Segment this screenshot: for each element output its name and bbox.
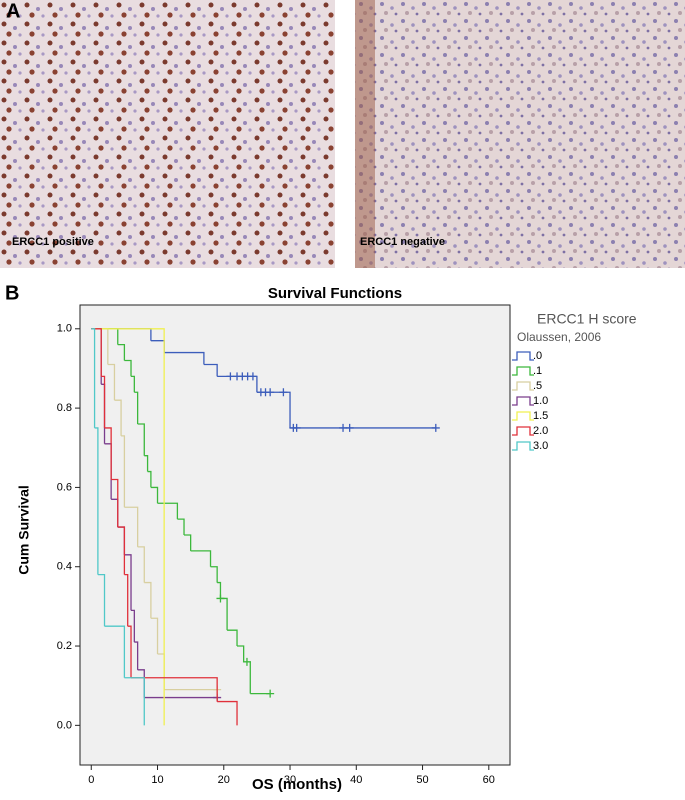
survival-step [134, 641, 139, 670]
censor-mark [242, 657, 251, 666]
survival-step [117, 344, 126, 361]
legend-swatch [512, 351, 534, 361]
y-tick-label: 1.0 [57, 323, 72, 335]
y-tick-label: 0.0 [57, 719, 72, 731]
censor-mark [266, 388, 275, 397]
y-tick-label: 0.8 [57, 402, 72, 414]
legend-swatch [512, 426, 534, 436]
panel-label: A [6, 0, 20, 22]
survival-step [150, 617, 159, 654]
survival-step [131, 375, 135, 393]
legend-swatch [512, 381, 534, 391]
survival-step [107, 363, 116, 401]
survival-step [164, 351, 205, 365]
epithelium-band [355, 0, 375, 268]
survival-step [124, 506, 139, 547]
survival-step [131, 677, 218, 702]
survival-step [190, 550, 212, 567]
legend-title: ERCC1 H score [537, 311, 637, 327]
y-axis-label: Cum Survival [16, 485, 32, 574]
survival-step [111, 478, 119, 528]
censor-mark [431, 423, 440, 432]
legend-label: .5 [533, 380, 542, 392]
survival-step [97, 574, 106, 627]
survival-step [91, 328, 96, 428]
censor-mark [279, 388, 288, 397]
survival-step [124, 574, 129, 627]
image-caption: ERCC1 negative [360, 236, 445, 248]
x-tick-label: 30 [284, 774, 296, 786]
survival-step [237, 645, 245, 662]
survival-step [150, 486, 159, 504]
survival-step [227, 629, 238, 647]
survival-step [124, 359, 132, 377]
censor-mark [266, 689, 275, 698]
legend-swatch [512, 366, 534, 376]
censor-mark [345, 423, 354, 432]
y-tick-label: 0.4 [57, 561, 72, 573]
legend-label: 1.5 [533, 410, 548, 422]
x-tick-label: 50 [416, 774, 428, 786]
legend-label: .0 [533, 350, 542, 362]
survival-step [104, 625, 126, 678]
x-axis-label: OS (months) [252, 776, 342, 793]
x-tick-label: 60 [483, 774, 495, 786]
ihc-image-positive [0, 0, 335, 268]
survival-step [101, 375, 106, 428]
legend-label: .1 [533, 365, 542, 377]
survival-step [177, 518, 185, 535]
survival-step [217, 581, 222, 599]
y-tick-label: 0.2 [57, 640, 72, 652]
ihc-image-negative [355, 0, 685, 268]
x-tick-label: 40 [350, 774, 362, 786]
survival-step [131, 609, 135, 643]
survival-step [137, 546, 145, 583]
survival-step [217, 700, 238, 726]
x-tick-label: 20 [218, 774, 230, 786]
legend-label: 1.0 [533, 395, 548, 407]
legend-label: 3.0 [533, 440, 548, 452]
plot-area [79, 304, 511, 766]
legend-swatch [512, 396, 534, 406]
survival-step [117, 526, 126, 575]
survival-step [121, 435, 126, 508]
survival-step [134, 391, 139, 424]
image-caption: ERCC1 positive [12, 236, 94, 248]
chart-title: Survival Functions [268, 285, 402, 302]
legend-subtitle: Olaussen, 2006 [517, 330, 601, 344]
censor-mark [292, 423, 301, 432]
panel-label: B [5, 282, 19, 304]
legend-swatch [512, 411, 534, 421]
censor-mark [248, 372, 257, 381]
survival-step [147, 470, 152, 488]
survival-step [104, 427, 112, 480]
legend-label: 2.0 [533, 425, 548, 437]
survival-step [91, 328, 165, 726]
legend-swatch [512, 441, 534, 451]
survival-step [210, 566, 218, 583]
survival-step [124, 677, 145, 726]
y-tick-label: 0.6 [57, 481, 72, 493]
survival-step [144, 455, 149, 472]
survival-step [184, 534, 192, 551]
survival-step [124, 554, 132, 611]
survival-step [144, 581, 152, 619]
censor-mark [216, 594, 225, 603]
survival-step [114, 399, 122, 436]
x-tick-label: 10 [151, 774, 163, 786]
survival-step [94, 427, 99, 575]
x-tick-label: 0 [88, 774, 94, 786]
survival-step [137, 423, 145, 456]
survival-step [203, 363, 218, 377]
survival-step [127, 625, 132, 678]
